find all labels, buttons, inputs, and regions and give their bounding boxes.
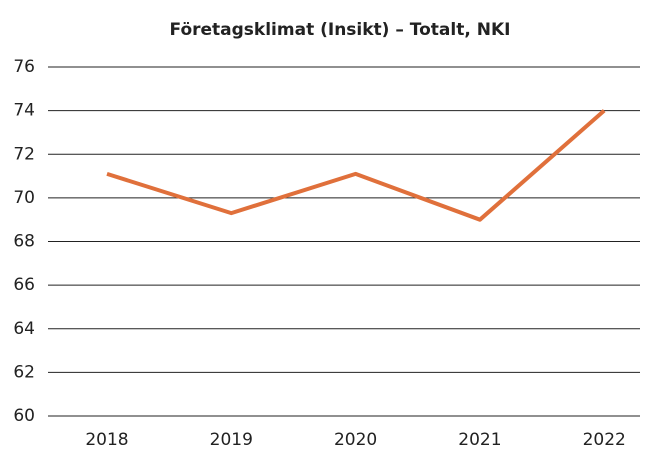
x-tick-label: 2019 — [210, 430, 253, 450]
y-tick-label: 74 — [13, 101, 35, 121]
data-line — [106, 109, 606, 222]
x-tick-label: 2022 — [583, 430, 626, 450]
x-tick-label: 2018 — [85, 430, 128, 450]
y-tick-label: 60 — [13, 406, 35, 426]
x-tick-label: 2021 — [458, 430, 501, 450]
x-tick-label: 2020 — [334, 430, 377, 450]
y-tick-label: 62 — [13, 362, 35, 382]
y-tick-label: 68 — [13, 232, 35, 252]
chart-title: Företagsklimat (Insikt) – Totalt, NKI — [170, 20, 511, 40]
y-tick-label: 64 — [13, 319, 35, 339]
y-tick-label: 70 — [13, 188, 35, 208]
y-tick-label: 66 — [13, 275, 35, 295]
y-tick-label: 72 — [13, 144, 35, 164]
y-tick-label: 76 — [13, 57, 35, 77]
